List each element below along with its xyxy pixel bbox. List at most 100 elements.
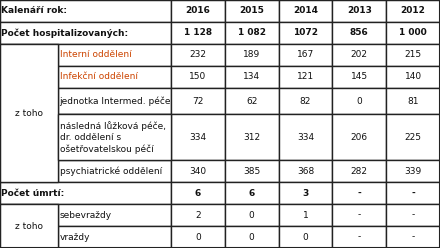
Text: 1072: 1072 [293,28,318,37]
Bar [386,66,440,88]
Bar [225,0,279,22]
Bar [58,66,171,88]
Text: 0: 0 [249,211,254,220]
Bar [225,22,279,44]
Bar [58,114,171,160]
Text: jednotka Intermed. péče: jednotka Intermed. péče [59,96,171,106]
Bar [225,66,279,88]
Text: 2016: 2016 [185,6,210,15]
Bar [225,204,279,226]
Bar [332,88,386,114]
Bar [386,182,440,204]
Text: -: - [411,189,415,198]
Text: z toho: z toho [15,221,43,231]
Text: 82: 82 [300,96,311,106]
Bar [0,44,58,66]
Text: 334: 334 [189,133,206,142]
Text: 62: 62 [246,96,257,106]
Bar [58,204,171,226]
Text: 0: 0 [303,233,308,242]
Bar [279,114,332,160]
Text: 145: 145 [351,72,368,81]
Bar [225,226,279,248]
Text: 225: 225 [405,133,422,142]
Bar [171,88,225,114]
Bar [225,182,279,204]
Bar [0,114,58,160]
Text: Počet úmrtí:: Počet úmrtí: [1,189,65,198]
Text: 312: 312 [243,133,260,142]
Bar [0,160,58,182]
Text: 6: 6 [249,189,255,198]
Bar [332,66,386,88]
Text: 339: 339 [404,167,422,176]
Bar [171,204,225,226]
Text: 215: 215 [404,50,422,59]
Text: -: - [358,233,361,242]
Text: 81: 81 [407,96,419,106]
Text: -: - [411,233,415,242]
Text: Počet hospitalizovaných:: Počet hospitalizovaných: [1,28,128,38]
Bar [332,0,386,22]
Text: 6: 6 [194,189,201,198]
Text: -: - [411,211,415,220]
Bar [386,88,440,114]
Text: 385: 385 [243,167,260,176]
Bar [0,204,58,226]
Text: sebevraždy: sebevraždy [59,211,112,220]
Text: 2015: 2015 [239,6,264,15]
Text: 368: 368 [297,167,314,176]
Text: 121: 121 [297,72,314,81]
Text: 282: 282 [351,167,368,176]
Text: následná lůžková péče,
dr. oddělení s
ošetřovatelskou péčí: následná lůžková péče, dr. oddělení s oš… [59,122,165,153]
Text: 150: 150 [189,72,206,81]
Text: 134: 134 [243,72,260,81]
Bar [386,114,440,160]
Bar [332,226,386,248]
Text: Interní oddělení: Interní oddělení [59,50,132,59]
Text: Kalenáří rok:: Kalenáří rok: [1,6,67,15]
Text: 3: 3 [302,189,308,198]
Bar [279,182,332,204]
Bar [279,44,332,66]
Text: 0: 0 [249,233,254,242]
Bar [332,204,386,226]
Bar [279,66,332,88]
Text: 140: 140 [404,72,422,81]
Bar [225,88,279,114]
Text: 1 128: 1 128 [184,28,212,37]
Text: 167: 167 [297,50,314,59]
Text: vraždy: vraždy [59,233,90,242]
Bar [58,88,171,114]
Text: 202: 202 [351,50,368,59]
Bar [279,226,332,248]
Bar [171,22,225,44]
Text: 0: 0 [356,96,362,106]
Bar [332,114,386,160]
Bar [0,182,171,204]
Text: 72: 72 [192,96,203,106]
Bar [386,44,440,66]
Text: 1 082: 1 082 [238,28,266,37]
Bar [171,160,225,182]
Text: 1 000: 1 000 [399,28,427,37]
Bar [279,88,332,114]
Text: 0: 0 [195,233,201,242]
Bar [0,0,171,22]
Bar [386,226,440,248]
Bar [332,22,386,44]
Text: 856: 856 [350,28,369,37]
Bar [225,160,279,182]
Text: následná lůžková péče,
dr. oddělení s
ošetřovatelskou péčí: následná lůžková péče, dr. oddělení s oš… [59,121,165,154]
Bar [171,114,225,160]
Text: 189: 189 [243,50,260,59]
Text: 334: 334 [297,133,314,142]
Bar [332,160,386,182]
Text: Infekční oddělení: Infekční oddělení [59,72,138,81]
Text: 2012: 2012 [401,6,425,15]
Text: -: - [357,189,361,198]
Bar [0,88,58,114]
Text: -: - [358,211,361,220]
Bar [332,182,386,204]
Bar [171,66,225,88]
